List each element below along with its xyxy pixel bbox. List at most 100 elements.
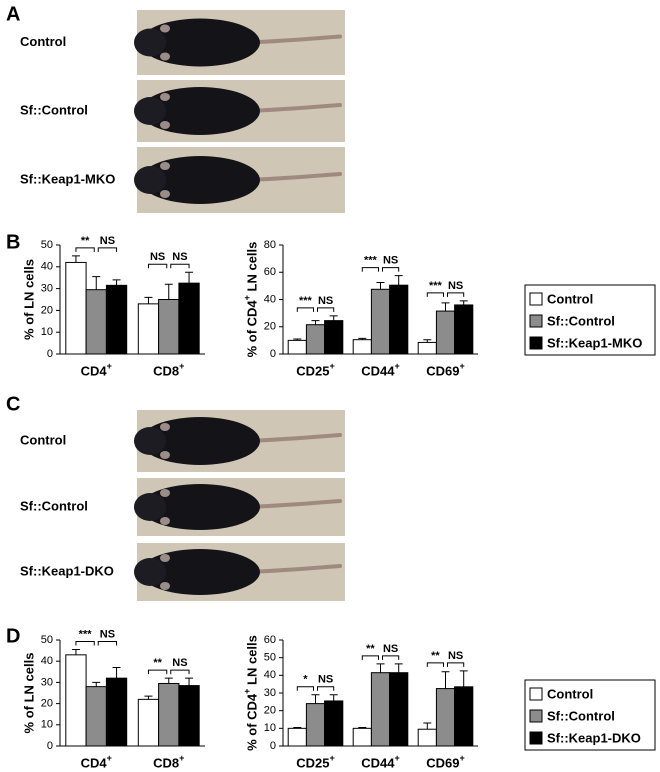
error-bar [144, 695, 153, 700]
mouse-photo [134, 410, 345, 472]
significance-label: NS [100, 235, 115, 247]
mouse-head [134, 493, 166, 521]
bar [287, 727, 307, 747]
y-axis-label: % of CD4+ LN cells [242, 242, 259, 358]
mouse-body [140, 549, 260, 595]
significance-label: * [303, 674, 308, 686]
mouse-ear [160, 24, 170, 33]
bar [137, 698, 160, 747]
mouse-ear [160, 162, 170, 170]
y-tick-label: 30 [41, 283, 53, 295]
x-tick-label: CD4+ [81, 753, 112, 770]
mouse-ear [160, 517, 170, 525]
significance-bracket [317, 686, 335, 691]
mouse-photo [134, 10, 345, 75]
y-tick-label: 20 [41, 304, 53, 316]
y-tick-label: 50 [41, 239, 53, 251]
bar [158, 682, 180, 747]
significance-label: ** [366, 643, 375, 655]
legend-label: Sf::Control [547, 313, 615, 328]
mouse-ear [160, 582, 170, 590]
bar [85, 289, 107, 355]
x-tick-label: CD25+ [296, 753, 335, 770]
bar [454, 686, 474, 747]
mouse-ear [160, 52, 170, 61]
bar [454, 304, 474, 355]
mouse-head [134, 166, 166, 194]
y-tick-label: 20 [264, 705, 276, 717]
legend-label: Control [547, 686, 593, 701]
mouse-body [140, 18, 260, 67]
error-bar [358, 337, 367, 340]
y-axis-label: % of CD4+ LN cells [242, 635, 259, 751]
mouse-head [134, 427, 166, 455]
significance-label: *** [79, 628, 93, 640]
panel-label: A [6, 3, 20, 25]
significance-label: NS [150, 251, 165, 263]
bar [389, 672, 409, 747]
panel-label: B [6, 231, 20, 253]
bar [417, 341, 437, 355]
significance-bracket [317, 307, 335, 312]
y-tick-label: 60 [264, 634, 276, 646]
error-bar [293, 726, 302, 729]
significance-label: *** [364, 255, 378, 267]
bar [370, 672, 391, 747]
mouse-ear [160, 93, 170, 101]
error-bar [185, 677, 194, 686]
bar [65, 261, 87, 355]
y-tick-label: 0 [270, 740, 276, 752]
error-bar [459, 300, 468, 305]
significance-bracket [97, 247, 118, 252]
mouse-photo [134, 478, 345, 536]
bar [435, 688, 456, 747]
photo-label: Control [20, 34, 66, 49]
bar [178, 685, 200, 747]
significance-label: NS [172, 657, 187, 669]
error-bar [329, 315, 338, 321]
bar [435, 310, 456, 355]
photo-label: Sf::Control [20, 102, 88, 117]
y-tick-label: 10 [41, 719, 53, 731]
significance-label: NS [318, 674, 333, 686]
significance-bracket [147, 263, 168, 269]
significance-label: *** [299, 295, 313, 307]
error-bar [441, 671, 450, 689]
panel-label: D [6, 625, 20, 647]
error-bar [394, 275, 403, 286]
significance-bracket [382, 655, 400, 660]
bar [105, 284, 128, 355]
bar [324, 320, 344, 355]
significance-bracket [75, 247, 95, 252]
significance-bracket [170, 263, 190, 269]
error-bar [112, 667, 121, 679]
legend-label: Sf::Control [547, 708, 615, 723]
significance-bracket [170, 669, 190, 675]
significance-bracket [296, 307, 314, 312]
mouse-body [140, 484, 260, 530]
error-bar [92, 276, 101, 290]
x-tick-label: CD8+ [153, 361, 184, 378]
mouse-ear [160, 423, 170, 431]
mouse-ear [160, 554, 170, 562]
significance-label: NS [100, 628, 115, 640]
y-tick-label: 50 [264, 652, 276, 664]
significance-label: NS [448, 280, 463, 292]
significance-bracket [75, 641, 95, 646]
significance-label: *** [429, 280, 443, 292]
bar [178, 282, 200, 355]
bar [105, 677, 128, 747]
y-tick-label: 20 [41, 698, 53, 710]
y-axis-label: % of LN cells [21, 259, 36, 340]
legend-label: Sf::Keap1-MKO [547, 335, 642, 350]
error-bar [92, 681, 101, 687]
error-bar [71, 649, 80, 655]
legend-swatch [529, 687, 543, 701]
photo-label: Sf::Keap1-MKO [20, 171, 115, 186]
error-bar [185, 271, 194, 284]
x-tick-label: CD44+ [361, 361, 400, 378]
y-axis-label: % of LN cells [21, 653, 36, 734]
y-tick-label: 0 [47, 740, 53, 752]
y-tick-label: 40 [264, 293, 276, 305]
